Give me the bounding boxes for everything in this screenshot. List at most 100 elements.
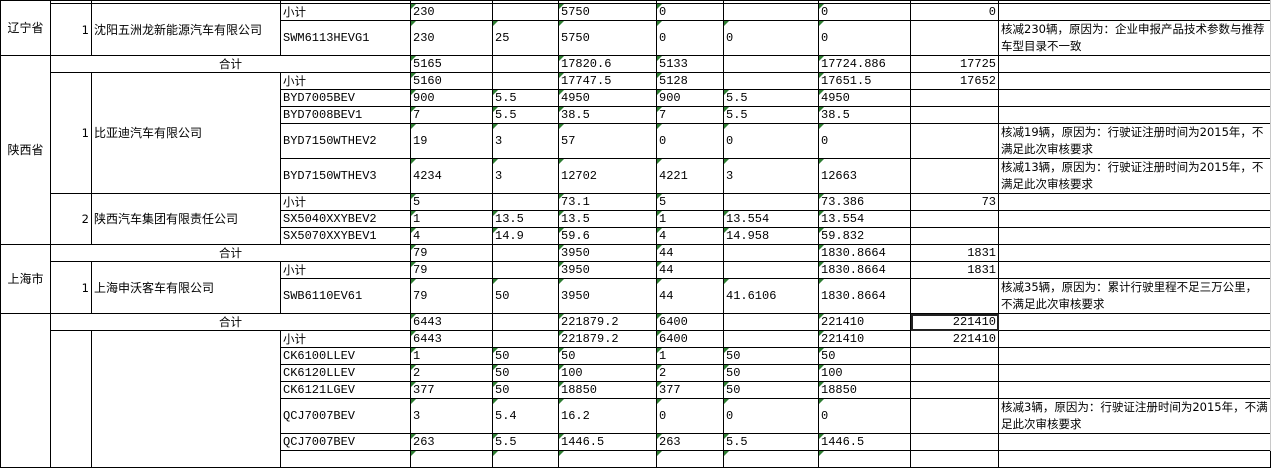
company-name[interactable]: 上海申沃客车有限公司: [91, 261, 281, 314]
cell-c5[interactable]: [723, 330, 819, 348]
cell-c7[interactable]: [910, 210, 999, 228]
cell-c1[interactable]: 5160: [410, 72, 493, 90]
cell[interactable]: [998, 450, 1271, 468]
vehicle-model[interactable]: SWB6110EV61: [280, 278, 411, 314]
cell-c8[interactable]: [998, 433, 1271, 451]
cell-c5[interactable]: 13.554: [723, 210, 819, 228]
cell-c4[interactable]: 2: [656, 364, 724, 382]
cell-c7[interactable]: [910, 20, 999, 56]
cell-c6[interactable]: 50: [818, 347, 911, 365]
cell-c6[interactable]: 18850: [818, 381, 911, 399]
cell-c7[interactable]: [910, 158, 999, 194]
cell[interactable]: [558, 450, 657, 468]
cell-c4[interactable]: 0: [656, 3, 724, 21]
cell-c5[interactable]: 5.5: [723, 106, 819, 124]
cell-c8[interactable]: 核减3辆，原因为：行驶证注册时间为2015年，不满足此次审核要求: [998, 398, 1271, 434]
vehicle-model[interactable]: BYD7150WTHEV3: [280, 158, 411, 194]
vehicle-model[interactable]: BYD7005BEV: [280, 89, 411, 107]
cell-c2[interactable]: 50: [492, 381, 559, 399]
cell-c4[interactable]: 44: [656, 244, 724, 262]
cell-c5[interactable]: 0: [723, 20, 819, 56]
cell[interactable]: [818, 450, 911, 468]
cell-c2[interactable]: 25: [492, 20, 559, 56]
cell-c5[interactable]: 5.5: [723, 89, 819, 107]
cell-c6[interactable]: 1830.8664: [818, 244, 911, 262]
cell-c1[interactable]: 79: [410, 278, 493, 314]
vehicle-model[interactable]: SX5040XXYBEV2: [280, 210, 411, 228]
cell-c1[interactable]: 263: [410, 433, 493, 451]
cell-c4[interactable]: 0: [656, 123, 724, 159]
cell-c1[interactable]: 3: [410, 398, 493, 434]
cell-c4[interactable]: 0: [656, 20, 724, 56]
cell-c8[interactable]: [998, 72, 1271, 90]
cell-c1[interactable]: 5: [410, 193, 493, 211]
subtotal-label[interactable]: 小计: [280, 261, 411, 279]
cell-c6[interactable]: 73.386: [818, 193, 911, 211]
cell-c8[interactable]: 核减35辆，原因为：累计行驶里程不足三万公里，不满足此次审核要求: [998, 278, 1271, 314]
cell[interactable]: [410, 450, 493, 468]
cell-c8[interactable]: [998, 227, 1271, 245]
cell-c1[interactable]: 5165: [410, 55, 493, 73]
cell-c3[interactable]: 5750: [558, 20, 657, 56]
vehicle-model[interactable]: CK6120LLEV: [280, 364, 411, 382]
cell-c5[interactable]: [723, 244, 819, 262]
vehicle-model[interactable]: QCJ7007BEV: [280, 433, 411, 451]
cell-c1[interactable]: 1: [410, 210, 493, 228]
cell-c8[interactable]: [998, 193, 1271, 211]
company-name[interactable]: 比亚迪汽车有限公司: [91, 72, 281, 194]
cell-c5[interactable]: 3: [723, 158, 819, 194]
company-name[interactable]: [91, 330, 281, 468]
cell-c3[interactable]: 5750: [558, 3, 657, 21]
cell-c2[interactable]: [492, 261, 559, 279]
company-index[interactable]: 1: [50, 72, 92, 194]
cell-c2[interactable]: 14.9: [492, 227, 559, 245]
cell-c8[interactable]: [998, 106, 1271, 124]
cell[interactable]: [656, 450, 724, 468]
cell-c4[interactable]: 4: [656, 227, 724, 245]
cell-c3[interactable]: 17820.6: [558, 55, 657, 73]
cell-c6[interactable]: 59.832: [818, 227, 911, 245]
cell-c6[interactable]: 0: [818, 20, 911, 56]
cell-c1[interactable]: 4: [410, 227, 493, 245]
cell-c1[interactable]: 7: [410, 106, 493, 124]
cell-c3[interactable]: 16.2: [558, 398, 657, 434]
cell-c7[interactable]: [910, 398, 999, 434]
company-name[interactable]: 陕西汽车集团有限责任公司: [91, 193, 281, 245]
total-label[interactable]: 合计: [50, 55, 411, 73]
cell-c7[interactable]: 1831: [910, 244, 999, 262]
cell-c5[interactable]: 50: [723, 381, 819, 399]
cell-c3[interactable]: 221879.2: [558, 313, 657, 331]
cell-c7[interactable]: 17652: [910, 72, 999, 90]
cell-c8[interactable]: [998, 381, 1271, 399]
cell-c8[interactable]: [998, 244, 1271, 262]
cell-c3[interactable]: 221879.2: [558, 330, 657, 348]
cell-c5[interactable]: 41.6106: [723, 278, 819, 314]
cell-c6[interactable]: 0: [818, 123, 911, 159]
cell-c1[interactable]: 79: [410, 244, 493, 262]
cell-c5[interactable]: 0: [723, 123, 819, 159]
company-index[interactable]: [50, 330, 92, 468]
cell-c6[interactable]: 221410: [818, 330, 911, 348]
cell-c6[interactable]: 0: [818, 398, 911, 434]
cell-c7[interactable]: [910, 278, 999, 314]
cell-c4[interactable]: 5128: [656, 72, 724, 90]
cell-c7[interactable]: 0: [910, 3, 999, 21]
cell-c6[interactable]: 17724.886: [818, 55, 911, 73]
cell-c1[interactable]: 900: [410, 89, 493, 107]
vehicle-model[interactable]: QCJ7007BEV: [280, 398, 411, 434]
subtotal-label[interactable]: 小计: [280, 193, 411, 211]
vehicle-model[interactable]: CK6121LGEV: [280, 381, 411, 399]
province-cell[interactable]: 陕西省: [0, 55, 51, 245]
cell-c2[interactable]: 13.5: [492, 210, 559, 228]
cell-c8[interactable]: [998, 330, 1271, 348]
vehicle-model[interactable]: CK6100LLEV: [280, 347, 411, 365]
cell-c3[interactable]: 3950: [558, 261, 657, 279]
cell-c3[interactable]: 12702: [558, 158, 657, 194]
subtotal-label[interactable]: 小计: [280, 330, 411, 348]
cell-c3[interactable]: 3950: [558, 244, 657, 262]
total-label[interactable]: 合计: [50, 313, 411, 331]
cell[interactable]: [910, 450, 999, 468]
cell-c7[interactable]: [910, 123, 999, 159]
company-name[interactable]: 沈阳五洲龙新能源汽车有限公司: [91, 3, 281, 56]
cell-c8[interactable]: [998, 313, 1271, 331]
